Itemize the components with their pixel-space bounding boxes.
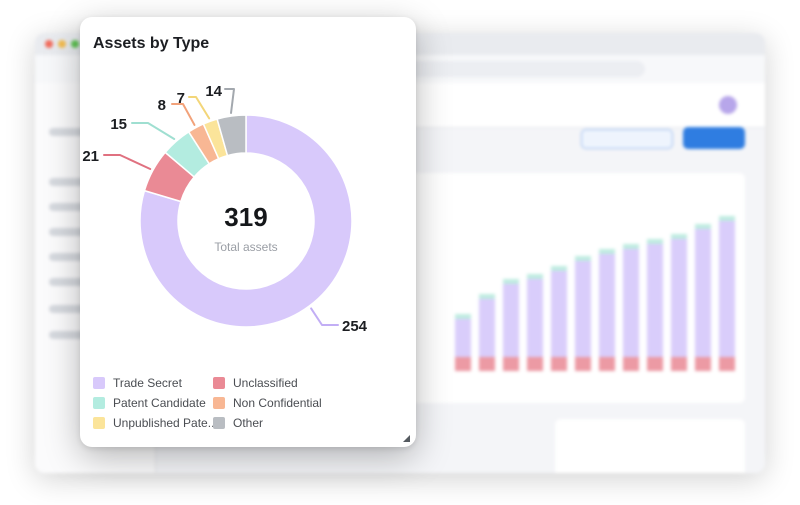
total-label: Total assets (214, 240, 277, 254)
background-bar (479, 291, 495, 371)
data-label: 7 (177, 90, 185, 107)
donut-chart: 254 21 15 8 7 14 319 Total assets (82, 83, 368, 335)
legend-swatch (213, 377, 225, 389)
data-label: 15 (110, 116, 127, 133)
slice-trade-secret[interactable] (139, 114, 353, 328)
leader-line (224, 88, 235, 115)
maximize-dot-icon (71, 40, 79, 48)
total-value: 319 (224, 202, 267, 232)
resize-handle-icon[interactable] (403, 435, 410, 442)
leader-line (103, 154, 152, 170)
legend-item-non-confidential[interactable]: Non Confidential (213, 395, 322, 411)
background-bar-chart-card (395, 173, 745, 403)
data-label: 254 (342, 318, 368, 335)
background-bar (671, 231, 687, 371)
legend-swatch (213, 417, 225, 429)
data-label: 14 (205, 83, 222, 100)
background-avatar (719, 96, 737, 114)
legend-label: Unclassified (233, 376, 298, 390)
legend-item-patent-candidate[interactable]: Patent Candidate (93, 395, 206, 411)
background-insights-card (555, 419, 745, 473)
legend-swatch (93, 397, 105, 409)
background-filter-button (581, 129, 673, 149)
background-bar (719, 213, 735, 371)
leader-line (188, 96, 211, 120)
background-bar (455, 311, 471, 371)
background-bar (599, 246, 615, 371)
background-bar (647, 236, 663, 371)
legend-label: Unpublished Pate... (113, 416, 218, 430)
legend-item-other[interactable]: Other (213, 415, 263, 431)
background-primary-button (683, 127, 745, 149)
close-dot-icon (45, 40, 53, 48)
minimize-dot-icon (58, 40, 66, 48)
legend-label: Other (233, 416, 264, 430)
background-bar (575, 253, 591, 371)
background-bar (503, 276, 519, 371)
leader-line (310, 307, 339, 326)
legend-item-unpublished-patent[interactable]: Unpublished Pate... (93, 415, 218, 431)
legend-item-trade-secret[interactable]: Trade Secret (93, 375, 182, 391)
legend-swatch (93, 417, 105, 429)
legend-swatch (93, 377, 105, 389)
slice-other[interactable] (216, 114, 247, 157)
legend-item-unclassified[interactable]: Unclassified (213, 375, 298, 391)
background-bar (623, 241, 639, 371)
background-bar (695, 221, 711, 371)
leader-line (131, 122, 176, 140)
data-label: 21 (82, 148, 99, 165)
legend-swatch (213, 397, 225, 409)
background-bar (551, 263, 567, 371)
legend-label: Trade Secret (113, 376, 182, 390)
data-label: 8 (158, 97, 166, 114)
leader-line (171, 103, 196, 126)
legend-label: Patent Candidate (113, 396, 206, 410)
legend-label: Non Confidential (233, 396, 322, 410)
assets-by-type-card: Assets by Type 254 21 15 8 7 14 319 Total asset… (80, 17, 416, 447)
card-title: Assets by Type (93, 35, 210, 52)
background-bar (527, 271, 543, 371)
